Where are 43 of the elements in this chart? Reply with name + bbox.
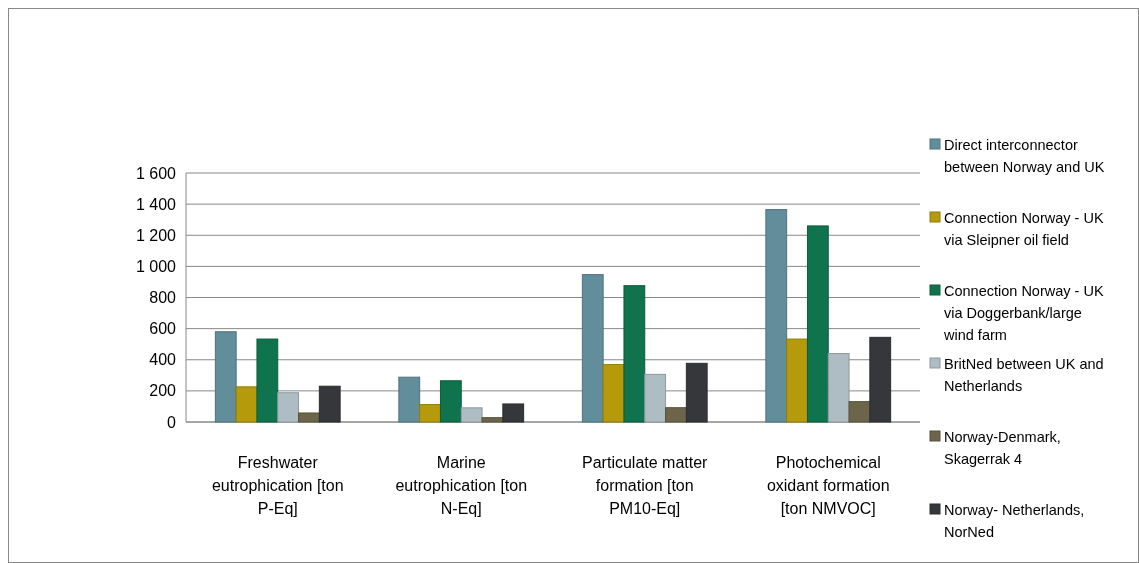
bar [318,385,341,423]
x-tick-label: Marine eutrophication [ton N-Eq] [395,454,528,517]
bar [848,401,871,423]
x-tick-label: Particulate matter formation [ton PM10-Eq] [582,454,709,517]
legend-label: Connection Norway - UK via Sleipner oil field [944,210,1104,248]
y-tick-label: 600 [149,320,177,338]
bar [644,373,667,423]
bar [685,362,708,423]
bar [398,376,421,423]
bar [502,403,525,423]
legend-label: BritNed between UK and Netherlands [944,356,1104,394]
legend-label: Direct interconnector between Norway and UK [944,137,1105,175]
bar [623,285,646,423]
legend-label: Connection Norway - UK via Doggerbank/large wind farm [943,283,1104,343]
x-tick-label: Freshwater eutrophication [ton P-Eq] [211,454,344,517]
y-tick-label: 1 600 [135,164,177,182]
y-tick-label: 1 200 [135,226,177,244]
bar [581,274,604,423]
legend-label: Norway- Netherlands, NorNed [944,502,1085,540]
bar [214,331,237,423]
bar [235,386,258,423]
y-tick-label: 1 400 [135,195,177,213]
bar [419,404,441,423]
y-tick-label: 800 [149,289,177,307]
bar [869,336,892,423]
bar [277,392,300,423]
y-tick-label: 400 [149,351,177,369]
legend-label: Norway-Denmark, Skagerrak 4 [944,429,1061,467]
bar [806,225,829,423]
bar [665,407,687,423]
bar [460,407,483,423]
bar [765,209,788,423]
bar [602,364,625,423]
bar [827,353,850,423]
bar [481,417,504,423]
bar [439,380,462,423]
x-tick-label: Photochemical oxidant formation [ton NMVOC] [766,454,890,517]
bar [786,338,808,423]
y-tick-label: 200 [149,382,177,400]
bar [256,338,279,423]
bar [298,412,320,423]
y-tick-label: 1 000 [135,257,177,275]
y-tick-label: 0 [167,413,177,431]
